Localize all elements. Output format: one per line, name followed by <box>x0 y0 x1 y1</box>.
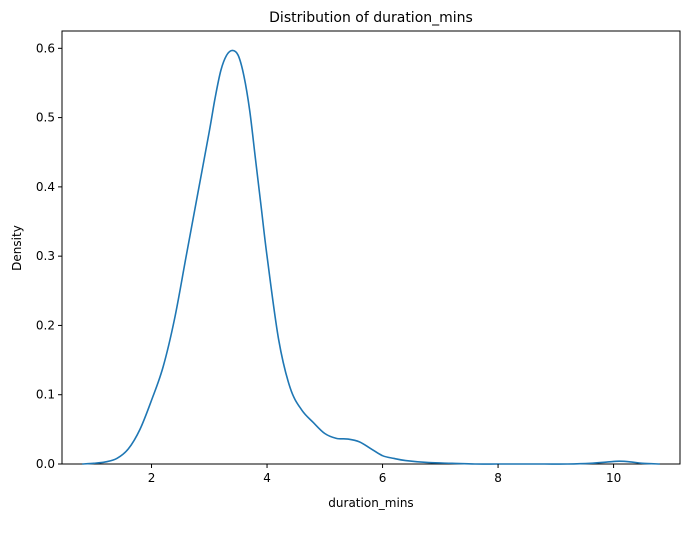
y-tick-label: 0.3 <box>36 249 55 263</box>
x-tick-label: 2 <box>148 471 156 485</box>
y-tick-label: 0.6 <box>36 41 55 55</box>
x-axis-label: duration_mins <box>328 496 413 510</box>
density-curve <box>82 49 660 465</box>
y-tick-label: 0.5 <box>36 111 55 125</box>
y-tick-label: 0.0 <box>36 457 55 471</box>
plot-frame <box>61 30 681 465</box>
plot-area <box>61 30 681 465</box>
y-axis-ticks: 0.0 0.1 0.2 0.3 0.4 0.5 0.6 <box>36 41 62 471</box>
y-tick-label: 0.2 <box>36 318 55 332</box>
x-tick-label: 8 <box>494 471 502 485</box>
x-tick-label: 6 <box>379 471 387 485</box>
y-axis-label: Density <box>10 225 24 271</box>
y-tick-label: 0.4 <box>36 180 55 194</box>
x-tick-label: 4 <box>263 471 271 485</box>
chart-title: Distribution of duration_mins <box>269 10 473 26</box>
x-axis-ticks: 2 4 6 8 10 <box>148 464 621 485</box>
y-tick-label: 0.1 <box>36 388 55 402</box>
x-tick-label: 10 <box>606 471 621 485</box>
